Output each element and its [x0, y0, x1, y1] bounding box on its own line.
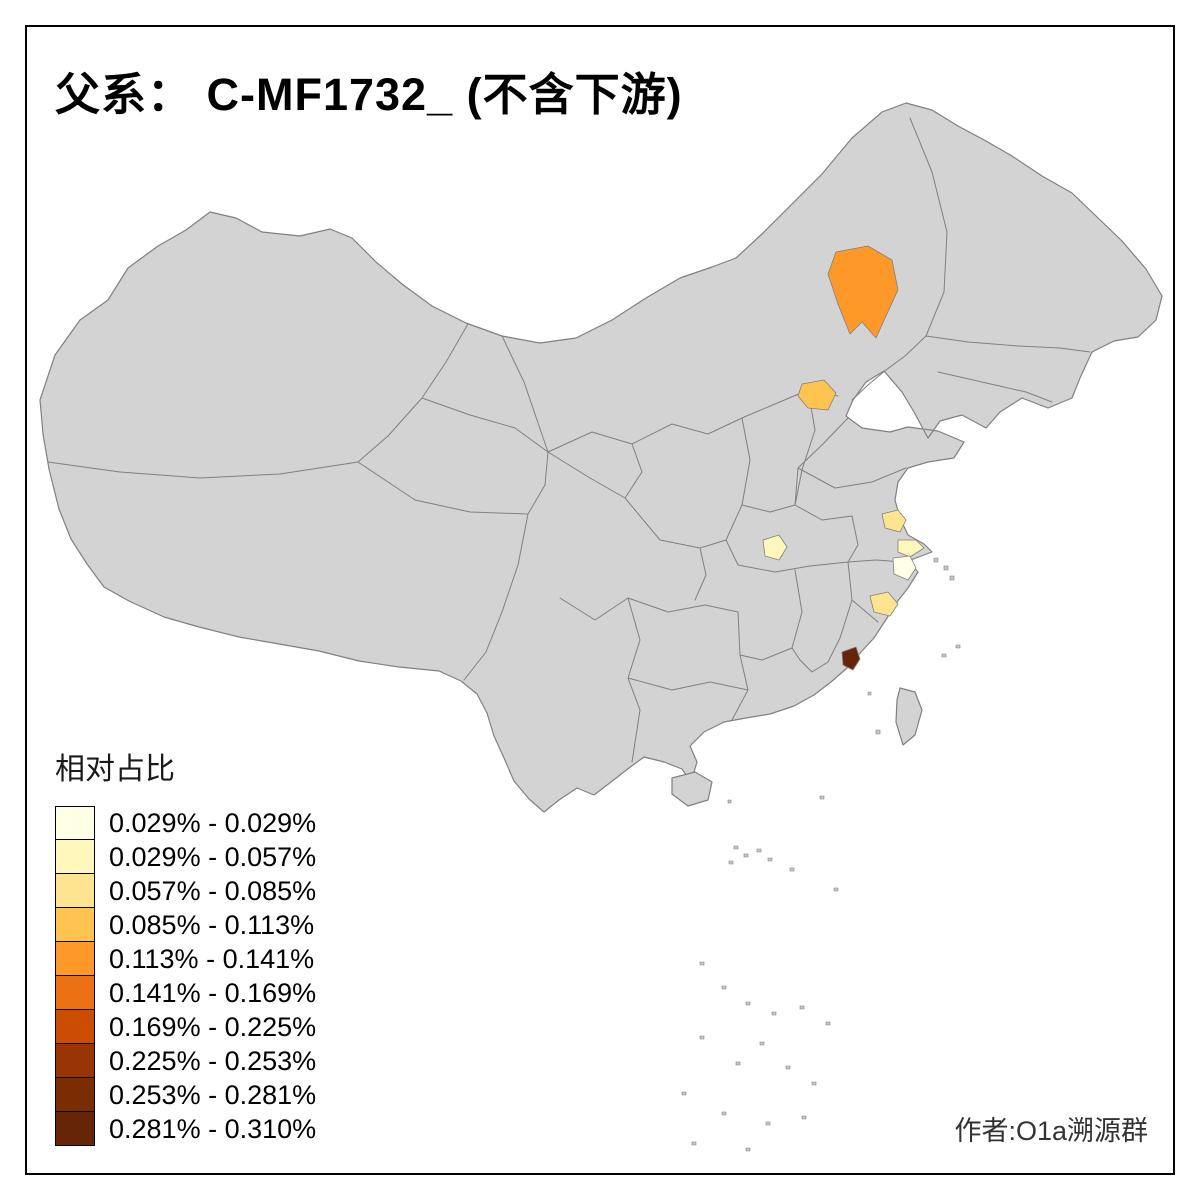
legend-swatch: [55, 1078, 95, 1112]
legend-label: 0.225% - 0.253%: [109, 1045, 317, 1076]
legend-item: 0.225% - 0.253%: [55, 1044, 316, 1078]
legend-swatch: [55, 908, 95, 942]
page-title: 父系： C-MF1732_ (不含下游): [55, 69, 683, 120]
highlight-region-3: [881, 509, 907, 533]
legend-swatch: [55, 942, 95, 976]
highlight-region-2: [797, 379, 837, 411]
legend-item: 0.029% - 0.029%: [55, 806, 316, 840]
legend-swatch: [55, 1044, 95, 1078]
legend-item: 0.085% - 0.113%: [55, 908, 316, 942]
legend: 相对占比 0.029% - 0.029% 0.029% - 0.057% 0.0…: [55, 744, 316, 1146]
legend-item: 0.113% - 0.141%: [55, 942, 316, 976]
taiwan-island: [895, 687, 923, 746]
legend-label: 0.141% - 0.169%: [109, 977, 317, 1008]
legend-swatch: [55, 1010, 95, 1044]
highlight-region-7: [869, 591, 899, 617]
legend-label: 0.085% - 0.113%: [109, 909, 315, 940]
legend-label: 0.169% - 0.225%: [109, 1011, 317, 1042]
province-borders: [47, 117, 1091, 763]
legend-item: 0.141% - 0.169%: [55, 976, 316, 1010]
china-mainland: [39, 102, 1163, 813]
legend-label: 0.029% - 0.057%: [109, 841, 317, 872]
highlight-region-1: [827, 245, 899, 339]
legend-label: 0.057% - 0.085%: [109, 875, 317, 906]
legend-item: 0.253% - 0.281%: [55, 1078, 316, 1112]
legend-item: 0.057% - 0.085%: [55, 874, 316, 908]
legend-swatch: [55, 976, 95, 1010]
legend-item: 0.281% - 0.310%: [55, 1112, 316, 1146]
legend-swatch: [55, 1112, 95, 1146]
highlight-region-6: [762, 534, 788, 561]
credit-text: 作者:O1a溯源群: [954, 1116, 1148, 1146]
legend-item: 0.169% - 0.225%: [55, 1010, 316, 1044]
legend-swatch: [55, 806, 95, 840]
island-specks: [681, 557, 961, 1152]
highlight-region-5: [892, 555, 917, 581]
highlight-region-4: [897, 539, 925, 558]
legend-swatch: [55, 874, 95, 908]
legend-title: 相对占比: [55, 753, 175, 786]
legend-label: 0.253% - 0.281%: [109, 1079, 317, 1110]
legend-label: 0.113% - 0.141%: [109, 943, 315, 974]
frame-border: [25, 25, 1175, 1175]
legend-label: 0.029% - 0.029%: [109, 807, 317, 838]
hainan-island: [671, 771, 713, 807]
highlight-region-8: [841, 646, 861, 671]
legend-item: 0.029% - 0.057%: [55, 840, 316, 874]
legend-label: 0.281% - 0.310%: [109, 1113, 317, 1144]
legend-swatch: [55, 840, 95, 874]
